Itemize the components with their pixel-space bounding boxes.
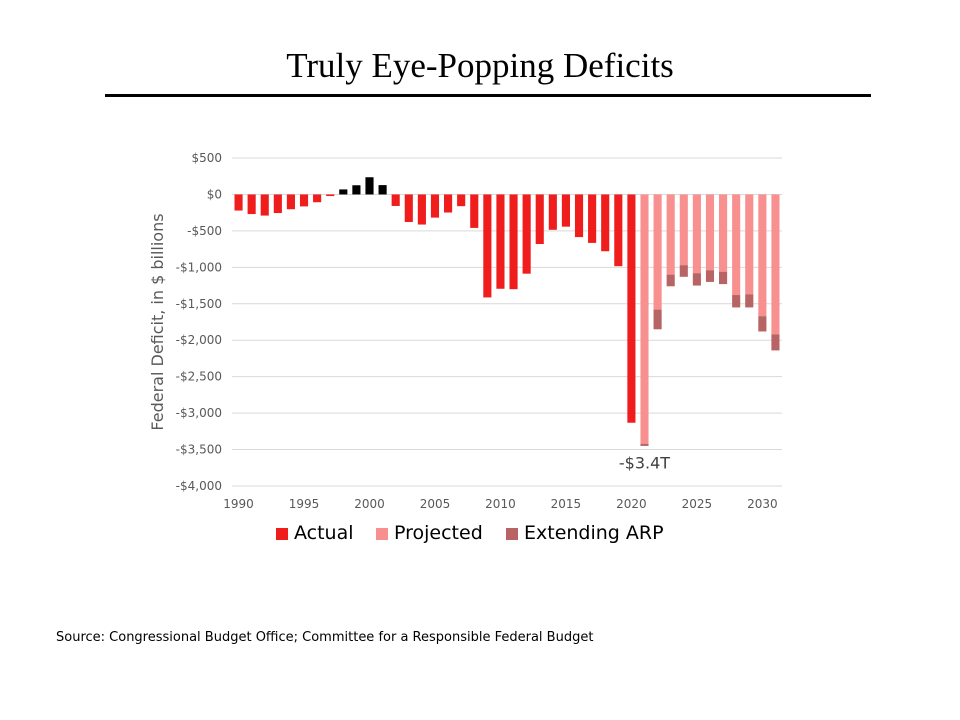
bar-surplus bbox=[352, 185, 361, 195]
bar-projected bbox=[771, 194, 780, 335]
x-tick-label: 2005 bbox=[420, 497, 451, 511]
bar-surplus bbox=[378, 185, 387, 195]
bar-actual bbox=[574, 194, 584, 238]
bar-projected bbox=[732, 194, 741, 296]
bar-surplus bbox=[365, 177, 374, 195]
y-tick-label: -$1,000 bbox=[176, 260, 222, 274]
bar-extending-arp bbox=[666, 274, 675, 287]
bar-actual bbox=[548, 194, 557, 230]
y-tick-label: -$1,500 bbox=[176, 297, 222, 311]
x-tick-label: 2010 bbox=[485, 497, 516, 511]
bar-actual bbox=[234, 194, 243, 211]
bar-projected bbox=[653, 194, 662, 310]
legend-swatch bbox=[276, 528, 288, 540]
x-tick-label: 2000 bbox=[354, 497, 385, 511]
legend-swatch bbox=[376, 528, 388, 540]
gridlines bbox=[232, 157, 782, 487]
y-tick-label: -$500 bbox=[187, 224, 222, 238]
y-tick-label: -$3,000 bbox=[176, 406, 222, 420]
bar-surplus bbox=[339, 189, 348, 195]
legend-label: Projected bbox=[394, 522, 483, 544]
bar-actual bbox=[326, 194, 335, 197]
x-tick-label: 1990 bbox=[223, 497, 254, 511]
bar-projected bbox=[692, 194, 701, 274]
title-divider bbox=[105, 94, 871, 97]
bar-actual bbox=[535, 194, 544, 245]
annotation-label: -$3.4T bbox=[619, 454, 670, 473]
legend: Actual Projected Extending ARP bbox=[276, 522, 664, 544]
x-tick-label: 2015 bbox=[551, 497, 582, 511]
deficit-chart: $500 $0 -$500 -$1,000 -$1,500 -$2,000 -$2,500 -… bbox=[148, 151, 782, 544]
legend-label: Extending ARP bbox=[524, 522, 664, 544]
bar-actual bbox=[509, 194, 518, 290]
bar-actual bbox=[417, 194, 426, 225]
bar-projected bbox=[666, 194, 675, 275]
bar-actual bbox=[299, 194, 309, 207]
x-tick-label: 1995 bbox=[289, 497, 320, 511]
slide-title: Truly Eye-Popping Deficits bbox=[286, 46, 674, 85]
bar-projected bbox=[758, 194, 767, 317]
bar-extending-arp bbox=[679, 265, 688, 277]
bar-actual bbox=[483, 194, 492, 298]
bar-actual bbox=[588, 194, 597, 243]
bar-extending-arp bbox=[640, 443, 649, 446]
bar-actual bbox=[313, 194, 322, 203]
y-tick-label: -$3,500 bbox=[176, 443, 222, 457]
bar-actual bbox=[444, 194, 453, 213]
bar-actual bbox=[391, 194, 400, 206]
bar-extending-arp bbox=[745, 294, 754, 308]
bar-actual bbox=[561, 194, 570, 227]
y-tick-label: -$2,000 bbox=[176, 333, 222, 347]
bar-projected bbox=[705, 194, 715, 271]
bar-projected bbox=[640, 194, 649, 444]
legend-swatch bbox=[506, 528, 518, 540]
bar-actual bbox=[404, 194, 413, 222]
bar-extending-arp bbox=[771, 334, 780, 351]
bar-actual bbox=[470, 194, 479, 228]
y-tick-label: -$4,000 bbox=[176, 479, 222, 493]
source-note: Source: Congressional Budget Office; Com… bbox=[56, 630, 594, 645]
y-tick-label: $500 bbox=[191, 151, 222, 165]
bar-extending-arp bbox=[758, 316, 767, 332]
bar-actual bbox=[430, 194, 440, 218]
bar-actual bbox=[457, 194, 466, 207]
bar-projected bbox=[679, 194, 688, 266]
x-tick-label: 2030 bbox=[747, 497, 778, 511]
bar-projected bbox=[719, 194, 728, 272]
x-tick-labels: 1990 1995 2000 2005 2010 2015 2020 2025 2030 bbox=[223, 497, 777, 511]
bar-actual bbox=[260, 194, 269, 216]
bar-actual bbox=[496, 194, 505, 289]
bar-extending-arp bbox=[732, 295, 741, 308]
legend-label: Actual bbox=[294, 522, 354, 544]
bar-extending-arp bbox=[719, 271, 728, 285]
y-tick-label: $0 bbox=[207, 187, 222, 201]
bar-actual bbox=[286, 194, 295, 210]
bar-actual bbox=[614, 194, 623, 267]
bar-extending-arp bbox=[653, 309, 662, 330]
bar-extending-arp bbox=[692, 273, 701, 286]
x-tick-label: 2025 bbox=[682, 497, 713, 511]
bar-actual bbox=[627, 194, 636, 423]
x-tick-label: 2020 bbox=[616, 497, 647, 511]
bar-actual bbox=[247, 194, 256, 215]
bar-actual bbox=[601, 194, 610, 252]
y-tick-label: -$2,500 bbox=[176, 370, 222, 384]
bar-actual bbox=[273, 194, 282, 214]
y-axis-label: Federal Deficit, in $ billions bbox=[148, 213, 167, 430]
bar-projected bbox=[745, 194, 754, 295]
bars bbox=[234, 177, 780, 446]
y-tick-labels: $500 $0 -$500 -$1,000 -$1,500 -$2,000 -$2,500 -… bbox=[176, 151, 222, 493]
bar-actual bbox=[522, 194, 531, 274]
bar-extending-arp bbox=[705, 270, 715, 282]
annotations: -$3.4T bbox=[619, 454, 670, 473]
